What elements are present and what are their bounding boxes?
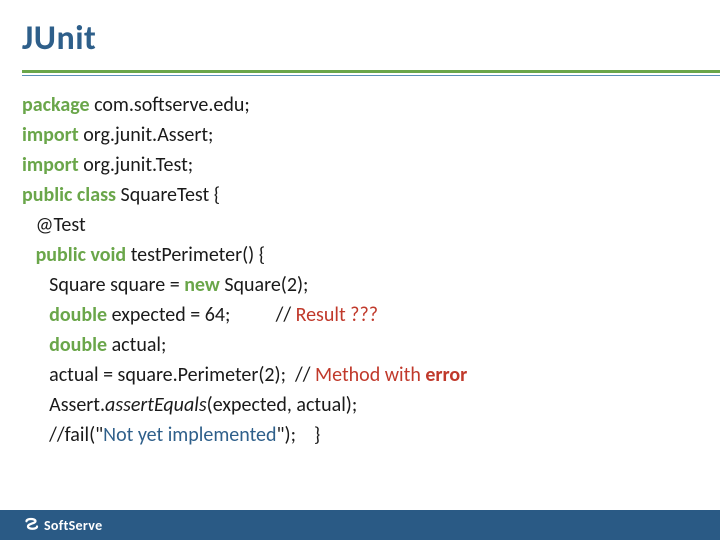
code-text: actual = square.Perimeter(2); // (49, 363, 315, 387)
brand-name: SoftServe (44, 517, 102, 534)
code-keyword: public void (36, 243, 131, 267)
code-line: @Test (22, 210, 700, 240)
divider-thick (22, 70, 720, 73)
code-keyword: import (22, 123, 83, 147)
code-keyword: double (49, 303, 111, 327)
code-line: Assert.assertEquals(expected, actual); (22, 390, 700, 420)
code-line: import org.junit.Test; (22, 150, 700, 180)
code-block: package com.softserve.edu;import org.jun… (22, 90, 700, 450)
slide: JUnit package com.softserve.edu;import o… (0, 0, 720, 540)
code-line: public class SquareTest { (22, 180, 700, 210)
code-line: //fail("Not yet implemented"); } (22, 420, 700, 450)
code-line: Square square = new Square(2); (22, 270, 700, 300)
code-text: Square(2); (224, 273, 308, 297)
code-line: public void testPerimeter() { (22, 240, 700, 270)
code-text: (expected, actual); (207, 393, 358, 417)
code-keyword: import (22, 153, 83, 177)
code-keyword: error (425, 363, 467, 387)
code-text: //fail(" (49, 423, 103, 447)
code-text: SquareTest { (121, 183, 220, 207)
code-text: org.junit.Test; (83, 153, 193, 177)
code-string: Not yet implemented (103, 423, 276, 447)
code-error: Method with (315, 363, 425, 387)
code-keyword: new (184, 273, 224, 297)
code-text: Assert. (49, 393, 105, 417)
code-line: double expected = 64; // Result ??? (22, 300, 700, 330)
code-text: com.softserve.edu; (94, 93, 250, 117)
code-text: @Test (36, 213, 86, 237)
code-text: Square square = (49, 273, 184, 297)
code-keyword: package (22, 93, 94, 117)
code-line: actual = square.Perimeter(2); // Method … (22, 360, 700, 390)
code-text: testPerimeter() { (131, 243, 265, 267)
code-line: package com.softserve.edu; (22, 90, 700, 120)
code-keyword: public class (22, 183, 121, 207)
code-text: org.junit.Assert; (83, 123, 213, 147)
code-text: "); } (277, 423, 321, 447)
code-error: Result ??? (296, 303, 378, 327)
code-text: expected = 64; // (112, 303, 296, 327)
title-divider (22, 70, 720, 76)
code-text: actual; (112, 333, 167, 357)
code-line: import org.junit.Assert; (22, 120, 700, 150)
slide-title: JUnit (22, 18, 720, 59)
brand-logo-icon (22, 516, 40, 534)
code-keyword: double (49, 333, 111, 357)
footer-bar: SoftServe (0, 510, 720, 540)
code-line: double actual; (22, 330, 700, 360)
divider-thin (22, 75, 720, 76)
brand-logo: SoftServe (22, 516, 102, 534)
code-text: assertEquals (105, 393, 207, 417)
